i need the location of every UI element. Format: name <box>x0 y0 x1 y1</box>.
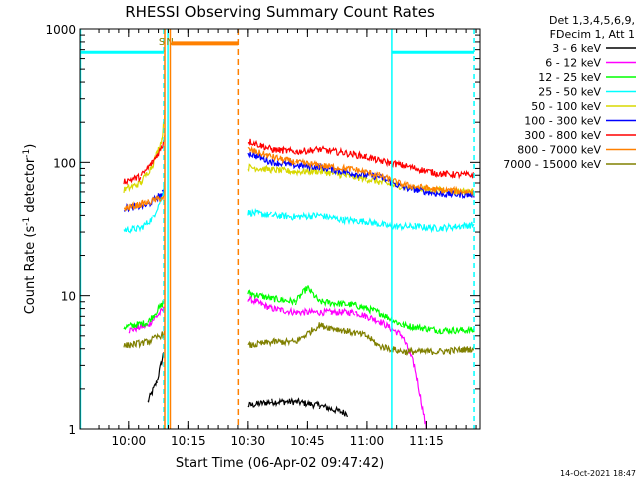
series-line-25-50-kev <box>123 178 475 234</box>
x-tick-label-10-15: 10:15 <box>171 434 206 448</box>
y-tick-label-1000: 1000 <box>45 23 76 37</box>
legend-label-6-12-kev: 6 - 12 keV <box>545 57 601 70</box>
y-tick-label-100: 100 <box>53 156 76 170</box>
legend-label-3-6-kev: 3 - 6 keV <box>552 42 601 55</box>
x-tick-label-10-30: 10:30 <box>231 434 266 448</box>
legend: Det 1,3,4,5,6,9, FDecim 1, Att 1 3 - 6 k… <box>503 14 636 171</box>
y-axis-label: Count Rate (s-1 detector-1) <box>22 144 38 315</box>
x-tick-label-11-00: 11:00 <box>350 434 385 448</box>
legend-label-50-100-kev: 50 - 100 keV <box>531 100 601 113</box>
legend-header-line-1: Det 1,3,4,5,6,9, <box>549 14 635 27</box>
legend-label-25-50-kev: 25 - 50 keV <box>538 86 601 99</box>
x-tick-label-10-00: 10:00 <box>112 434 147 448</box>
y-tick-label-10: 10 <box>61 290 76 304</box>
legend-label-800-7000-kev: 800 - 7000 keV <box>517 144 601 157</box>
series-line-800-7000-kev <box>124 145 475 212</box>
legend-header-line-2: FDecim 1, Att 1 <box>550 28 635 41</box>
marker-label-s: S <box>159 37 165 48</box>
plot-area: SN <box>79 29 475 430</box>
legend-label-100-300-kev: 100 - 300 keV <box>524 115 601 128</box>
axis-ticks: 10:00 10:15 10:30 10:45 11:00 11:15 1 10 100 1000 <box>45 23 480 448</box>
series-line-12-25-kev <box>123 285 475 335</box>
legend-label-12-25-kev: 12 - 25 keV <box>538 71 601 84</box>
y-tick-label-1: 1 <box>68 423 76 437</box>
x-tick-label-11-15: 11:15 <box>409 434 444 448</box>
series-line-3-6-kev <box>147 352 348 417</box>
legend-label-300-800-kev: 300 - 800 keV <box>524 129 601 142</box>
legend-label-7000-15000-kev: 7000 - 15000 keV <box>503 158 601 171</box>
series-line-7000-15000-kev <box>123 322 475 357</box>
x-axis-label: Start Time (06-Apr-02 09:47:42) <box>176 456 384 471</box>
chart-title: RHESSI Observing Summary Count Rates <box>125 3 435 21</box>
plot-frame <box>79 28 481 430</box>
x-tick-label-10-45: 10:45 <box>290 434 325 448</box>
series-line-300-800-kev <box>123 134 475 186</box>
footer-date: 14-Oct-2021 18:47 <box>560 469 636 478</box>
